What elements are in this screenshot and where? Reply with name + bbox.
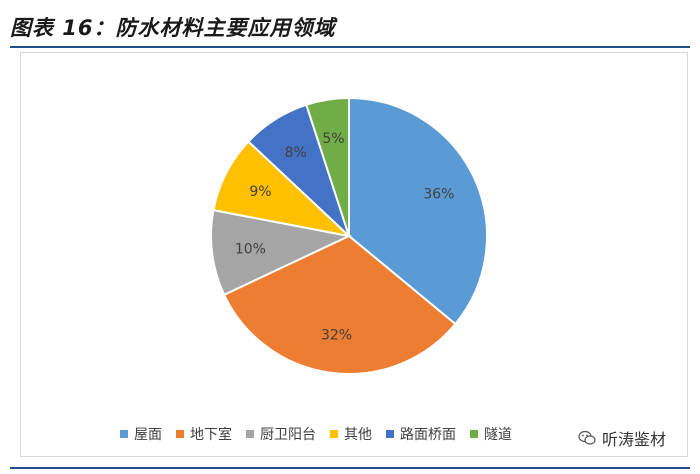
- legend-label: 隧道: [484, 427, 512, 443]
- legend-swatch: [330, 430, 338, 438]
- legend-label: 厨卫阳台: [260, 427, 316, 443]
- legend-item-2: 地下室: [176, 424, 232, 444]
- data-label-3: 10%: [235, 241, 266, 257]
- pie-slice-3: [210, 208, 353, 297]
- data-label-1: 36%: [423, 187, 454, 203]
- watermark-text: 听涛鉴材: [602, 430, 667, 449]
- data-label-5: 8%: [285, 145, 307, 161]
- data-label-6: 5%: [322, 131, 344, 147]
- legend-swatch: [120, 430, 128, 438]
- legend-label: 其他: [344, 427, 372, 443]
- chart-legend: 屋面 地下室 厨卫阳台 其他 路面桥面 隧道: [120, 424, 526, 444]
- data-label-4: 9%: [249, 184, 271, 200]
- title-divider: [10, 46, 690, 48]
- legend-item-5: 路面桥面: [386, 424, 456, 444]
- pie-slice-6: [305, 96, 350, 237]
- legend-swatch: [470, 430, 478, 438]
- wechat-icon: [578, 430, 596, 445]
- bottom-divider: [10, 467, 690, 469]
- legend-label: 路面桥面: [400, 427, 456, 443]
- figure-title: 图表 16：防水材料主要应用领域: [10, 16, 336, 40]
- legend-label: 屋面: [134, 427, 162, 443]
- legend-item-6: 隧道: [470, 424, 512, 444]
- data-label-2: 32%: [321, 328, 352, 344]
- legend-item-4: 其他: [330, 424, 372, 444]
- legend-item-3: 厨卫阳台: [246, 424, 316, 444]
- legend-label: 地下室: [190, 427, 232, 443]
- watermark: 听涛鉴材: [574, 426, 671, 450]
- pie-slice-2: [222, 234, 457, 375]
- legend-swatch: [386, 430, 394, 438]
- legend-item-1: 屋面: [120, 424, 162, 444]
- legend-swatch: [176, 430, 184, 438]
- pie-slice-1: [348, 96, 488, 326]
- legend-swatch: [246, 430, 254, 438]
